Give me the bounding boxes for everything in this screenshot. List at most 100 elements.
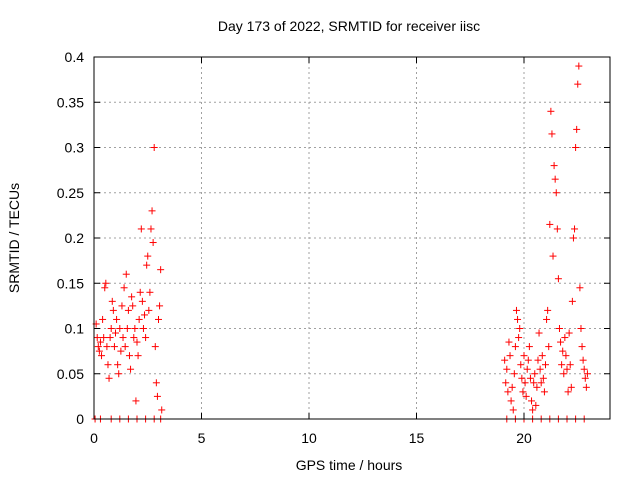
data-point <box>524 356 532 364</box>
data-point <box>583 370 591 378</box>
data-point <box>528 397 536 405</box>
x-tick-label: 15 <box>409 430 425 446</box>
data-point <box>155 315 162 323</box>
data-point <box>152 379 160 387</box>
data-point <box>135 315 143 323</box>
data-point <box>509 406 517 414</box>
data-point <box>146 288 154 296</box>
data-point <box>542 361 549 369</box>
data-point <box>108 297 116 305</box>
data-point <box>158 406 166 414</box>
data-point <box>101 284 109 292</box>
data-point <box>142 334 150 342</box>
data-point <box>539 374 547 382</box>
data-point <box>516 325 524 332</box>
data-point <box>153 392 161 400</box>
y-tick-label: 0.35 <box>57 94 84 110</box>
data-point <box>150 144 158 151</box>
data-point <box>95 347 103 355</box>
data-point <box>117 347 125 355</box>
data-point <box>561 334 569 342</box>
data-point <box>132 397 140 405</box>
data-point <box>124 306 132 314</box>
y-tick-label: 0 <box>76 411 84 427</box>
data-point <box>127 365 135 373</box>
x-tick-label: 20 <box>516 430 532 446</box>
data-point <box>151 343 159 351</box>
data-point <box>141 311 149 319</box>
data-point <box>548 130 556 138</box>
data-point <box>129 302 137 310</box>
data-point <box>566 361 574 369</box>
data-point <box>114 361 122 369</box>
data-point <box>133 338 141 346</box>
data-point <box>526 374 534 382</box>
data-point <box>577 325 585 332</box>
data-point <box>134 352 142 360</box>
data-point <box>518 374 526 382</box>
data-point <box>563 365 571 373</box>
data-point <box>552 189 560 197</box>
data-point <box>508 383 516 391</box>
data-point <box>128 293 136 301</box>
data-point <box>520 352 528 360</box>
data-point <box>525 343 533 351</box>
data-point <box>139 325 147 332</box>
data-point <box>571 225 579 233</box>
data-point <box>147 225 155 233</box>
data-point <box>573 125 581 133</box>
data-point <box>582 383 590 391</box>
data-point <box>125 352 133 360</box>
data-point <box>98 352 106 360</box>
plot-frame <box>93 56 611 420</box>
data-point <box>529 406 537 414</box>
data-point <box>106 334 114 342</box>
data-point <box>536 365 544 373</box>
chart-title: Day 173 of 2022, SRMTID for receiver iis… <box>218 18 480 34</box>
data-point <box>535 329 543 337</box>
data-point <box>569 234 577 242</box>
data-point <box>531 370 539 378</box>
data-point <box>534 356 542 364</box>
axis-ticks <box>93 56 610 420</box>
y-tick-label: 0.2 <box>65 230 85 246</box>
data-point <box>116 325 124 332</box>
data-point <box>122 270 130 278</box>
data-point <box>105 374 113 382</box>
data-point <box>110 343 118 351</box>
data-point <box>555 325 563 332</box>
data-point <box>543 315 551 323</box>
data-point <box>530 379 538 387</box>
data-point <box>545 343 553 351</box>
data-point <box>145 306 153 314</box>
data-point <box>544 306 552 314</box>
data-point <box>549 252 557 260</box>
data-point <box>560 370 568 378</box>
data-point <box>580 365 588 373</box>
x-tick-label: 5 <box>198 430 206 446</box>
data-point <box>109 306 117 314</box>
tick-labels: 0 5 10 15 20 0 0.05 0.1 0.15 0.2 0.25 0.3 0.35 0.4 <box>57 49 532 446</box>
grid-lines <box>94 57 610 419</box>
data-point <box>565 329 573 337</box>
x-tick-label: 10 <box>301 430 317 446</box>
data-point <box>572 144 580 151</box>
data-point <box>507 397 515 405</box>
data-point <box>522 392 530 400</box>
data-point <box>564 388 572 396</box>
data-point <box>540 388 548 396</box>
data-point <box>532 401 540 409</box>
data-point <box>149 239 157 247</box>
data-point <box>550 162 558 170</box>
y-tick-label: 0.05 <box>57 366 84 382</box>
data-point <box>533 383 541 391</box>
data-point <box>510 370 518 378</box>
data-point <box>557 338 565 346</box>
data-point <box>96 338 104 346</box>
data-point <box>123 325 131 332</box>
data-point <box>100 334 108 342</box>
y-tick-label: 0.1 <box>65 321 85 337</box>
y-axis-label: SRMTID / TECUs <box>6 183 22 293</box>
data-point <box>546 220 554 228</box>
